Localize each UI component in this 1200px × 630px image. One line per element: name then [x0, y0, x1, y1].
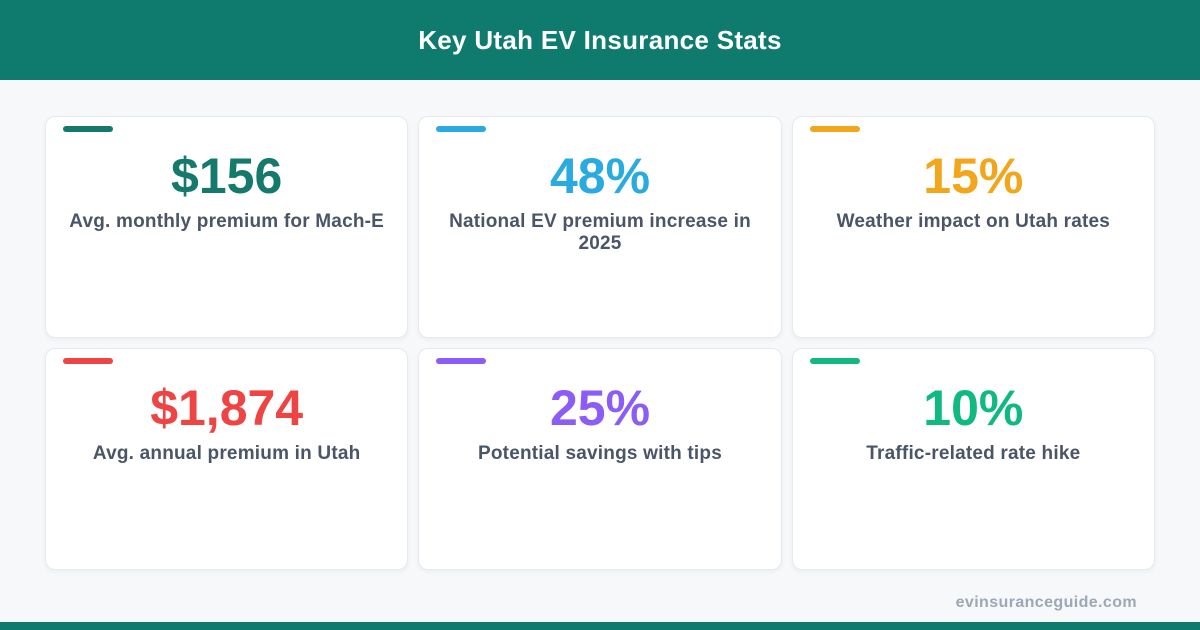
stat-value: 25% — [549, 380, 651, 436]
stat-label: Weather impact on Utah rates — [836, 211, 1111, 232]
stat-card: 25% Potential savings with tips — [418, 348, 782, 570]
stat-label: Traffic-related rate hike — [866, 443, 1081, 464]
stat-value: 15% — [923, 148, 1024, 204]
website-url: evinsuranceguide.com — [955, 594, 1137, 611]
card-accent-bar — [63, 358, 113, 364]
stat-card: 15% Weather impact on Utah rates — [791, 116, 1155, 338]
header: Key Utah EV Insurance Stats — [0, 0, 1200, 80]
stat-label: Potential savings with tips — [477, 443, 722, 464]
stat-card: $1,874 Avg. annual premium in Utah — [45, 348, 409, 570]
card-accent-bar — [63, 126, 113, 132]
card-accent-bar — [809, 358, 860, 364]
stat-label: Avg. monthly premium for Mach-E — [69, 211, 385, 232]
card-accent-bar — [436, 126, 487, 132]
stat-label: National EV premium increase in 2025 — [449, 211, 751, 254]
bottom-bar — [0, 622, 1200, 630]
stat-card: 10% Traffic-related rate hike — [791, 348, 1155, 570]
stats-grid: $156 Avg. monthly premium for Mach-E 48%… — [45, 116, 1155, 570]
stat-value: 48% — [549, 148, 651, 204]
card-accent-bar — [436, 358, 487, 364]
page-title: Key Utah EV Insurance Stats — [418, 24, 782, 55]
footer: evinsuranceguide.com — [0, 594, 1200, 612]
card-accent-bar — [809, 126, 860, 132]
stat-value: $1,874 — [150, 380, 304, 436]
stat-label: Avg. annual premium in Utah — [92, 443, 361, 464]
stat-card: $156 Avg. monthly premium for Mach-E — [45, 116, 409, 338]
stat-card: 48% National EV premium increase in 2025 — [418, 116, 782, 338]
stat-value: $156 — [171, 148, 283, 204]
stat-value: 10% — [923, 380, 1024, 436]
